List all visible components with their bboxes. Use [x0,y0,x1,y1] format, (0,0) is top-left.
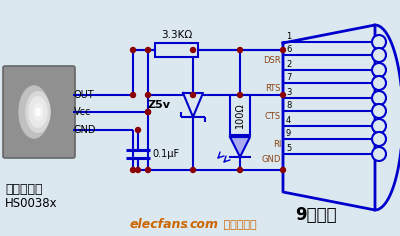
Text: 9: 9 [286,129,291,138]
Text: HS0038x: HS0038x [5,197,58,210]
Text: 电子发烧友: 电子发烧友 [220,220,257,230]
Circle shape [238,168,242,173]
Text: 8: 8 [286,101,291,110]
Circle shape [190,47,196,52]
Text: 红外接收头: 红外接收头 [5,183,42,196]
Circle shape [372,132,386,146]
Text: 3.3KΩ: 3.3KΩ [161,30,192,40]
Text: 6: 6 [286,45,291,54]
Circle shape [372,104,386,118]
Text: 4: 4 [286,116,291,125]
Circle shape [372,35,386,49]
Circle shape [146,47,150,52]
Ellipse shape [36,109,40,115]
Circle shape [280,47,286,52]
Text: 7: 7 [286,73,291,82]
Text: RI: RI [273,140,281,149]
Circle shape [238,47,242,52]
Circle shape [136,168,140,173]
Text: GND: GND [262,155,281,164]
Text: com: com [190,218,219,231]
Circle shape [190,93,196,97]
Text: 3: 3 [286,88,291,97]
Bar [230,95,250,135]
Circle shape [130,93,136,97]
Circle shape [190,168,196,173]
Circle shape [372,76,386,90]
Text: .: . [185,218,189,231]
Text: 5: 5 [286,144,291,153]
Circle shape [146,110,150,114]
Circle shape [372,91,386,105]
Polygon shape [230,137,250,157]
Text: CTS: CTS [265,112,281,121]
Text: GND: GND [74,125,96,135]
Circle shape [372,147,386,161]
Text: DSR: DSR [263,56,281,65]
Ellipse shape [19,86,49,138]
Text: OUT: OUT [74,90,95,100]
Circle shape [280,93,286,97]
FancyBboxPatch shape [3,66,75,158]
Text: elecfans: elecfans [130,218,189,231]
Polygon shape [183,93,203,117]
Circle shape [280,168,286,173]
Text: Z5v: Z5v [148,100,171,110]
Circle shape [146,93,150,97]
Text: 100Ω: 100Ω [235,102,245,128]
Text: 2: 2 [286,60,291,69]
Ellipse shape [26,92,50,132]
Polygon shape [283,25,375,210]
Circle shape [130,47,136,52]
Text: 0.1μF: 0.1μF [152,149,179,159]
Circle shape [146,110,150,114]
Text: RTS: RTS [266,84,281,93]
Ellipse shape [33,104,43,121]
Circle shape [136,127,140,132]
Circle shape [372,119,386,133]
Ellipse shape [29,97,47,127]
Text: 1: 1 [286,32,291,41]
Bar [155,43,198,57]
Circle shape [146,168,150,173]
Circle shape [238,93,242,97]
Circle shape [372,63,386,77]
Circle shape [372,48,386,62]
Text: 9针串口: 9针串口 [295,206,337,224]
Circle shape [130,168,136,173]
Text: Vcc: Vcc [74,107,91,117]
